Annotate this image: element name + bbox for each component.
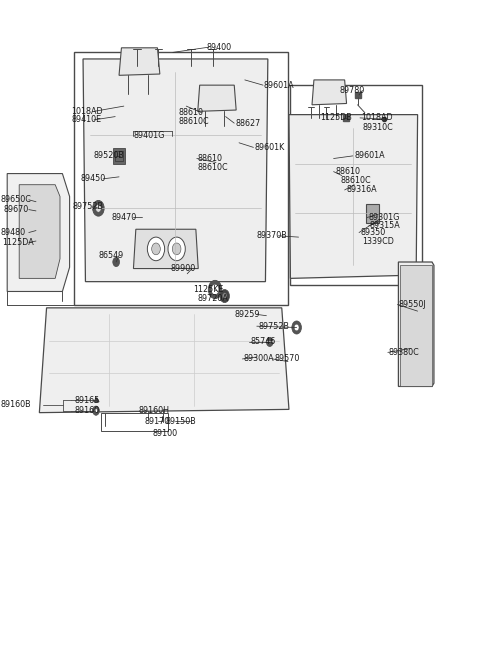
Polygon shape	[198, 85, 236, 111]
Text: 89900: 89900	[170, 264, 196, 273]
Polygon shape	[19, 185, 60, 278]
Bar	[74, 52, 288, 305]
Text: 89601A: 89601A	[264, 81, 295, 90]
Text: 89570: 89570	[275, 354, 300, 364]
Text: 89720A: 89720A	[198, 293, 228, 303]
Text: 89401G: 89401G	[133, 131, 165, 140]
Text: 89259: 89259	[234, 310, 260, 319]
Polygon shape	[400, 265, 432, 386]
Text: 89650C: 89650C	[0, 195, 31, 204]
Polygon shape	[133, 229, 198, 269]
Text: 89780: 89780	[340, 86, 365, 95]
Polygon shape	[119, 48, 160, 75]
Text: 88610C: 88610C	[341, 176, 372, 185]
Circle shape	[292, 321, 301, 334]
Text: 89300A: 89300A	[244, 354, 275, 364]
Text: 86549: 86549	[98, 251, 124, 260]
Text: 1018AD: 1018AD	[71, 107, 103, 116]
Text: 1125DB: 1125DB	[321, 113, 352, 122]
Circle shape	[266, 337, 273, 346]
Text: 88610C: 88610C	[198, 162, 228, 172]
Bar	[290, 85, 422, 285]
Text: 89160B: 89160B	[1, 400, 32, 409]
Polygon shape	[113, 148, 125, 164]
Text: 89450: 89450	[81, 174, 106, 183]
Text: 1125KE: 1125KE	[193, 285, 223, 294]
Circle shape	[211, 284, 219, 295]
Text: 1125DA: 1125DA	[2, 238, 34, 247]
Polygon shape	[398, 262, 434, 386]
Bar	[101, 413, 168, 431]
Text: 89310C: 89310C	[362, 122, 393, 132]
Circle shape	[96, 204, 101, 212]
Text: 89550J: 89550J	[398, 300, 426, 309]
Circle shape	[93, 200, 104, 216]
Polygon shape	[83, 59, 268, 282]
Text: 89100: 89100	[153, 429, 178, 438]
Circle shape	[95, 409, 97, 413]
Text: 85746: 85746	[251, 337, 276, 346]
Text: 89316A: 89316A	[347, 185, 377, 195]
Text: 88610: 88610	[179, 108, 204, 117]
Text: 89301G: 89301G	[369, 213, 400, 222]
Circle shape	[294, 324, 299, 331]
Circle shape	[93, 406, 99, 415]
Circle shape	[172, 243, 181, 255]
Circle shape	[113, 257, 120, 267]
Text: 88627: 88627	[235, 119, 261, 128]
Polygon shape	[7, 174, 70, 291]
Text: 89520B: 89520B	[94, 151, 124, 160]
Text: 1339CD: 1339CD	[362, 236, 394, 246]
Text: 89470: 89470	[111, 213, 137, 222]
Polygon shape	[312, 80, 347, 105]
Text: 89150B: 89150B	[166, 417, 196, 426]
Text: 88610C: 88610C	[179, 117, 209, 126]
Text: 89400: 89400	[206, 43, 231, 52]
Bar	[366, 204, 379, 223]
Circle shape	[152, 243, 160, 255]
Text: 89480: 89480	[0, 228, 25, 237]
Circle shape	[147, 237, 165, 261]
Text: 89670: 89670	[4, 205, 29, 214]
Text: 89315A: 89315A	[370, 221, 400, 231]
Text: 89370B: 89370B	[257, 231, 288, 240]
Polygon shape	[289, 115, 418, 278]
Text: 89160H: 89160H	[138, 406, 169, 415]
Text: 89410E: 89410E	[71, 115, 101, 124]
Circle shape	[168, 237, 185, 261]
Text: 89752B: 89752B	[73, 202, 104, 211]
Text: 88610: 88610	[335, 167, 360, 176]
Text: 89380C: 89380C	[389, 348, 420, 357]
Polygon shape	[39, 308, 289, 413]
Text: 89160: 89160	[74, 406, 99, 415]
Text: 1018AD: 1018AD	[361, 113, 393, 122]
Text: 89350: 89350	[361, 228, 386, 237]
Text: 89752B: 89752B	[258, 322, 289, 331]
Text: 89601A: 89601A	[354, 151, 385, 160]
Text: 89601K: 89601K	[254, 143, 285, 152]
Circle shape	[220, 290, 229, 303]
Text: 89170: 89170	[145, 417, 170, 426]
Circle shape	[222, 293, 227, 299]
Text: 89165: 89165	[74, 396, 100, 405]
Text: 88610: 88610	[198, 154, 223, 163]
Circle shape	[208, 280, 222, 299]
Polygon shape	[115, 151, 123, 161]
